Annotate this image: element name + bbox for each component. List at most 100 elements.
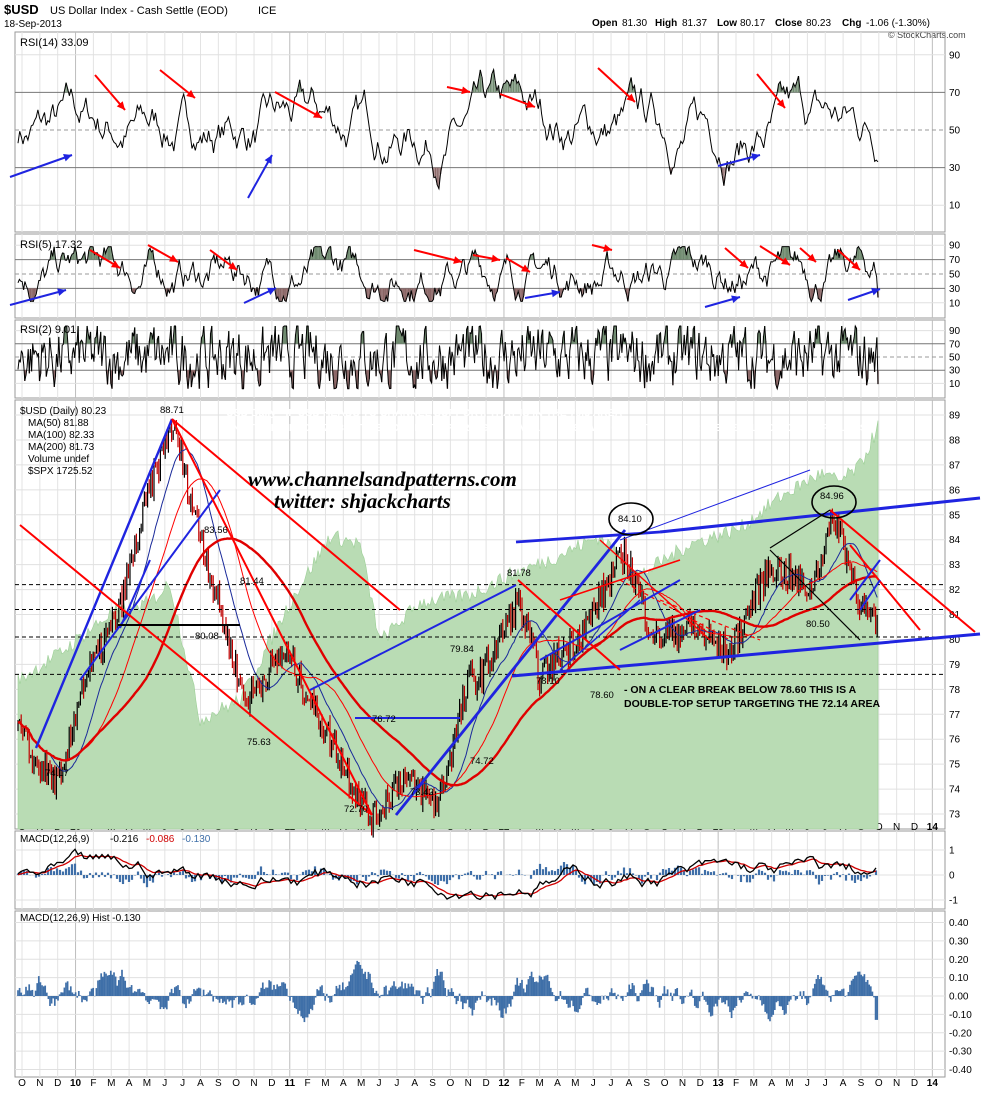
level-label: 75.63 [247, 737, 271, 748]
spx-area [17, 420, 879, 830]
x-tick-label: 10 [70, 1078, 82, 1089]
x-tick-label: S [429, 1078, 436, 1089]
x-tick-label: N [893, 1078, 900, 1089]
x-tick-label: 14 [927, 822, 939, 833]
panel-rsi5 [14, 233, 946, 319]
y-tick-label: 70 [949, 88, 961, 99]
legend-usd: $USD (Daily) 80.23 [20, 406, 107, 417]
rsi14-red-arrow-head [313, 110, 322, 118]
macd-value: -0.216 [110, 834, 139, 845]
annotation-layer: 88.71 83.56 81.44 80.08 75.63 74.17 72.70 73.42… [9, 67, 981, 816]
x-tick-label: M [107, 1078, 115, 1089]
rsi5-blue-arrow-head [551, 289, 560, 298]
rsi5-red-arrow-head [228, 262, 237, 270]
level-label: 84.96 [820, 491, 844, 502]
trend-line [859, 579, 881, 611]
x-tick-label: J [591, 1078, 596, 1089]
trend-line [19, 524, 373, 816]
y-tick-label: -0.40 [949, 1065, 972, 1076]
rsi5-red-arrow-head [491, 254, 500, 263]
level-label: 74.17 [45, 768, 69, 779]
y-tick-label: 82 [949, 585, 961, 596]
x-tick-label: A [840, 1078, 847, 1089]
rsi5-label: RSI(5) 17.32 [20, 239, 82, 251]
y-tick-label: 70 [949, 339, 961, 350]
exchange-label: ICE [258, 5, 276, 17]
y-tick-label: 50 [949, 353, 961, 364]
x-tick-label: M [143, 1078, 151, 1089]
trend-line [119, 559, 151, 629]
trend-line [769, 549, 861, 641]
ma50-line [17, 448, 878, 810]
x-tick-label: J [377, 1078, 382, 1089]
y-tick-label: 79 [949, 660, 961, 671]
x-tick-label: J [609, 1078, 614, 1089]
symbol-label: $USD [4, 2, 39, 17]
level-label: 73.42 [410, 787, 434, 798]
rsi5-red-arrow-head [851, 261, 860, 270]
trend-line [619, 469, 811, 541]
rsi14-red-arrow-head [461, 86, 470, 95]
note-4: DOUBLE-TOP SETUP TARGETING THE 72.14 ARE… [624, 698, 881, 710]
rsi5-red-arrow-head [781, 257, 790, 265]
y-tick-label: -0.20 [949, 1028, 972, 1039]
x-tick-label: D [697, 1078, 704, 1089]
y-tick-label: 74 [949, 785, 961, 796]
ma100-line [17, 478, 878, 798]
x-tick-label: N [679, 1078, 686, 1089]
trend-line [849, 559, 881, 601]
x-tick-label: N [250, 1078, 257, 1089]
rsi14-red-arrow-head [776, 99, 785, 108]
rsi14-red-arrow [274, 91, 323, 119]
rsi14-blue-arrow-head [264, 155, 272, 164]
rsi5-red-arrow [413, 249, 463, 263]
y-tick-label: 0.40 [949, 918, 969, 929]
trend-line [849, 544, 921, 631]
chart-title: US Dollar Index - Cash Settle (EOD) [50, 5, 228, 17]
high-value: 81.37 [682, 18, 707, 29]
x-tick-label: N [893, 822, 900, 833]
trend-line [599, 539, 711, 641]
double-top-circle-1 [608, 502, 654, 536]
trend-line [659, 599, 761, 641]
y-tick-label: 85 [949, 510, 961, 521]
rsi5-red-arrow-head [453, 256, 462, 264]
rsi14-red-arrow-head [626, 93, 635, 102]
x-tick-label: D [911, 1078, 918, 1089]
x-tick-label: D [54, 1078, 61, 1089]
x-tick-label: 14 [927, 1078, 939, 1089]
website-watermark: www.channelsandpatterns.com [248, 467, 517, 491]
rsi14-blue-arrow-head [751, 153, 760, 161]
level-label: 79.84 [450, 644, 474, 655]
low-value: 80.17 [740, 18, 765, 29]
x-tick-label: A [554, 1078, 561, 1089]
rsi5-blue-arrow-head [871, 287, 880, 296]
x-tick-label: J [162, 1078, 167, 1089]
y-tick-label: 0.10 [949, 973, 969, 984]
panel-hist [14, 910, 946, 1078]
x-tick-label: J [805, 1078, 810, 1089]
x-tick-label: A [340, 1078, 347, 1089]
macd-diff: -0.130 [182, 834, 211, 845]
x-tick-label: A [768, 1078, 775, 1089]
double-top-circle-2 [811, 485, 857, 519]
y-tick-label: 83 [949, 560, 961, 571]
x-tick-label: M [357, 1078, 365, 1089]
y-tick-label: 10 [949, 379, 961, 390]
level-label: 80.50 [806, 619, 830, 630]
rsi2-label: RSI(2) 9.01 [20, 324, 76, 336]
x-tick-label: N [465, 1078, 472, 1089]
y-tick-label: 87 [949, 460, 961, 471]
x-tick-label: J [823, 1078, 828, 1089]
x-tick-label: J [394, 1078, 399, 1089]
y-tick-label: 10 [949, 201, 961, 212]
credit-label: © StockCharts.com [888, 30, 966, 40]
level-label: 81.44 [240, 576, 264, 587]
twitter-watermark: twitter: shjackcharts [274, 489, 451, 513]
trend-line [511, 632, 981, 678]
plot-layer [16, 67, 879, 1023]
x-tick-label: A [197, 1078, 204, 1089]
rsi5-red-arrow-head [807, 253, 816, 262]
y-tick-label: 86 [949, 485, 961, 496]
